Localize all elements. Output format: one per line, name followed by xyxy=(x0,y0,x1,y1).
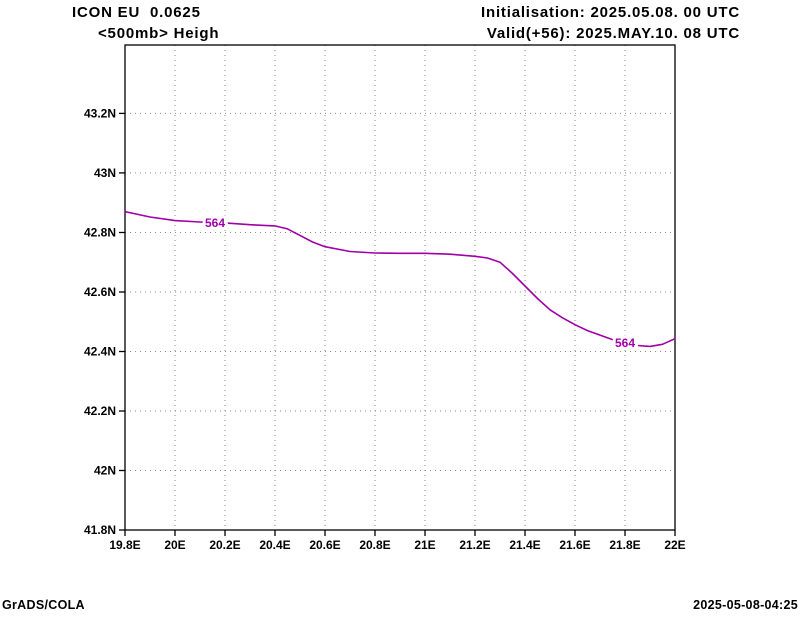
svg-text:42.8N: 42.8N xyxy=(84,226,116,240)
init-time-label: Initialisation: 2025.05.08. 00 UTC xyxy=(481,4,740,21)
svg-text:42.6N: 42.6N xyxy=(84,285,116,299)
svg-text:20.8E: 20.8E xyxy=(359,538,390,552)
field-title: <500mb> Heigh xyxy=(98,25,220,42)
svg-text:20.6E: 20.6E xyxy=(309,538,340,552)
grads-credit: GrADS/COLA xyxy=(2,598,85,612)
svg-text:42.4N: 42.4N xyxy=(84,345,116,359)
generation-timestamp: 2025-05-08-04:25 xyxy=(693,598,798,612)
svg-text:22E: 22E xyxy=(664,538,685,552)
valid-time-label: Valid(+56): 2025.MAY.10. 08 UTC xyxy=(486,25,740,42)
svg-text:42N: 42N xyxy=(94,464,116,478)
svg-text:21E: 21E xyxy=(414,538,435,552)
svg-text:42.2N: 42.2N xyxy=(84,404,116,418)
svg-text:21.2E: 21.2E xyxy=(459,538,490,552)
svg-text:41.8N: 41.8N xyxy=(84,523,116,537)
svg-text:564: 564 xyxy=(615,336,635,350)
svg-text:21.6E: 21.6E xyxy=(559,538,590,552)
model-title: ICON EU 0.0625 xyxy=(72,4,201,21)
svg-text:564: 564 xyxy=(205,216,225,230)
svg-text:20.2E: 20.2E xyxy=(209,538,240,552)
svg-text:21.8E: 21.8E xyxy=(609,538,640,552)
svg-text:19.8E: 19.8E xyxy=(109,538,140,552)
svg-text:21.4E: 21.4E xyxy=(509,538,540,552)
svg-text:43.2N: 43.2N xyxy=(84,106,116,120)
svg-text:43N: 43N xyxy=(94,166,116,180)
svg-text:20.4E: 20.4E xyxy=(259,538,290,552)
svg-text:20E: 20E xyxy=(164,538,185,552)
